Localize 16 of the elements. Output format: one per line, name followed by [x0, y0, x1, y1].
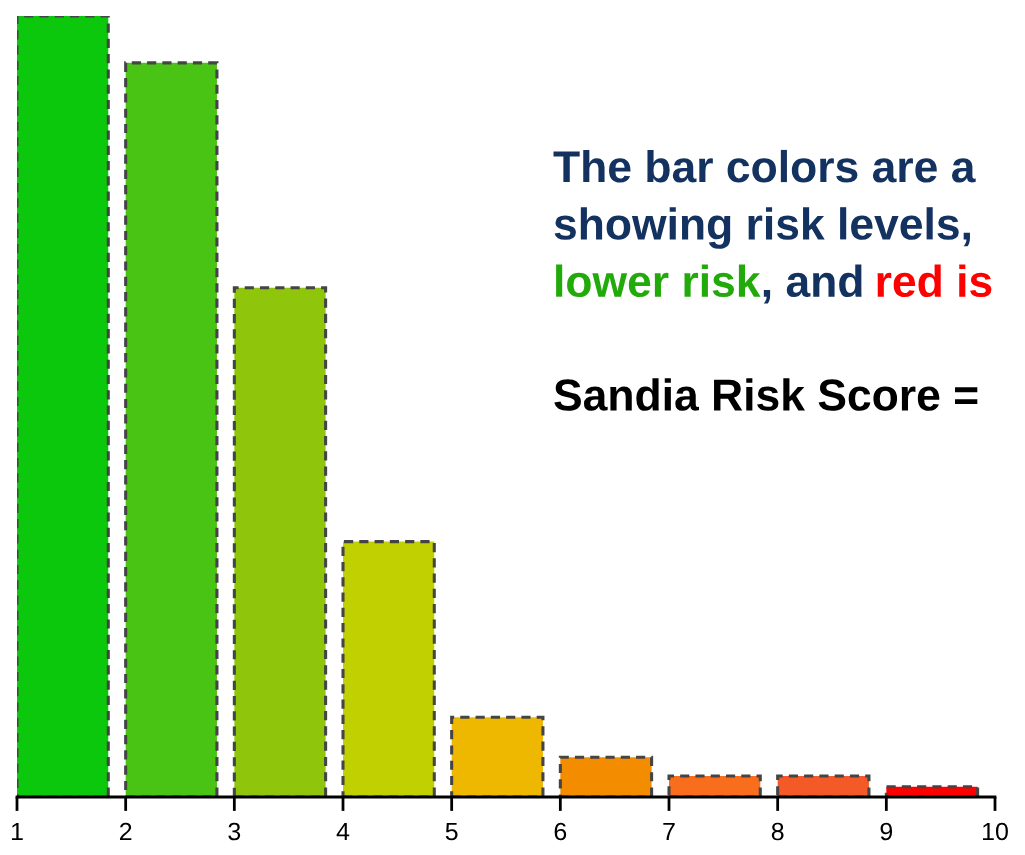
x-tick-label: 2	[119, 822, 132, 841]
x-tick-label: 1	[11, 822, 23, 841]
x-tick-label: 5	[445, 822, 458, 841]
annotation: The bar colors are a	[553, 149, 976, 183]
x-tick-label: 9	[880, 822, 893, 841]
annotation: showing risk levels,	[554, 207, 970, 249]
annotation: lower risk	[556, 264, 761, 298]
x-tick-label: 3	[228, 822, 241, 841]
x-tick-label: 8	[771, 822, 784, 841]
x-tick-label: 10	[983, 822, 1008, 841]
annotation: red is	[877, 264, 992, 298]
x-tick-label: 4	[336, 822, 350, 841]
annotation: , and	[763, 264, 862, 304]
x-tick-label: 7	[663, 822, 675, 841]
annotation: Sandia Risk Score =	[554, 378, 978, 411]
x-tick-label: 6	[554, 822, 567, 841]
